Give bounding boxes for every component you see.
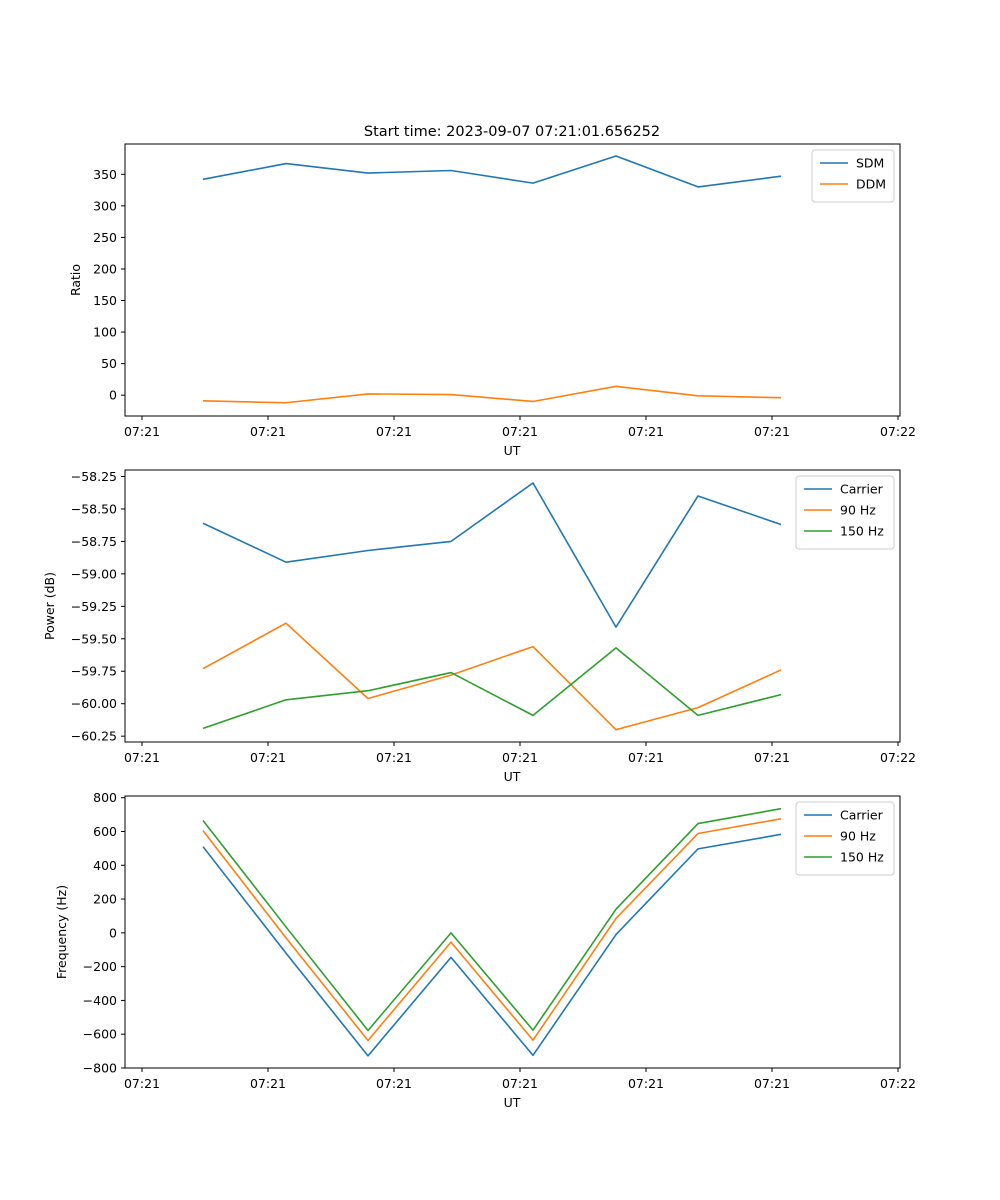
x-tick-label: 07:21	[124, 424, 160, 439]
legend-label: Carrier	[840, 808, 884, 823]
x-tick-label: 07:21	[250, 750, 286, 765]
y-tick-label: −58.75	[71, 534, 117, 549]
legend-label: DDM	[856, 177, 886, 192]
chart-panel-3: 07:21 07:21 07:21 07:21 07:21 07:21 07:22 −800 −…	[54, 790, 916, 1110]
y-tick-label: 350	[93, 167, 117, 182]
y-tick-label: −58.50	[71, 501, 117, 516]
x-tick-label: 07:21	[124, 1076, 160, 1091]
x-tick-label: 07:21	[376, 750, 412, 765]
legend-label: 150 Hz	[840, 524, 884, 539]
y-tick-label: −58.25	[71, 469, 117, 484]
axes-frame	[124, 795, 901, 1069]
series-line-ddm	[202, 385, 782, 404]
x-tick-label: 07:22	[880, 424, 916, 439]
legend: Carrier 90 Hz 150 Hz	[795, 475, 895, 550]
x-tick-label: 07:21	[628, 750, 664, 765]
series-line-90-hz	[202, 818, 782, 1042]
x-axis-label: UT	[504, 769, 521, 784]
y-tick-label: 100	[93, 325, 117, 340]
x-tick-label: 07:21	[754, 424, 790, 439]
series-line-150-hz	[202, 647, 782, 730]
series-line-150-hz	[202, 807, 782, 1032]
y-tick-label: 50	[101, 356, 117, 371]
y-tick-label: 600	[93, 824, 117, 839]
y-tick-label: 0	[109, 388, 117, 403]
y-tick-label: −59.50	[71, 631, 117, 646]
y-tick-label: 200	[93, 261, 117, 276]
legend-label: Carrier	[840, 482, 884, 497]
series-line-carrier	[202, 482, 782, 628]
y-tick-label: 150	[93, 293, 117, 308]
x-tick-label: 07:21	[628, 1076, 664, 1091]
chart-panel-2: 07:21 07:21 07:21 07:21 07:21 07:21 07:22 −60.2…	[42, 469, 916, 784]
x-axis-label: UT	[504, 1095, 521, 1110]
y-axis-label: Power (dB)	[42, 572, 57, 640]
x-tick-label: 07:21	[124, 750, 160, 765]
x-tick-label: 07:21	[502, 424, 538, 439]
x-tick-label: 07:22	[880, 1076, 916, 1091]
legend-label: SDM	[856, 156, 884, 171]
x-tick-label: 07:21	[502, 1076, 538, 1091]
x-tick-label: 07:21	[250, 424, 286, 439]
y-tick-label: −200	[83, 959, 117, 974]
y-axis-label: Frequency (Hz)	[54, 885, 69, 979]
y-tick-label: −59.25	[71, 599, 117, 614]
legend: SDM DDM	[811, 149, 895, 203]
legend: Carrier 90 Hz 150 Hz	[795, 801, 895, 876]
y-tick-label: 300	[93, 198, 117, 213]
y-axis-label: Ratio	[68, 264, 83, 296]
axes-frame	[124, 143, 901, 417]
y-tick-label: −59.00	[71, 566, 117, 581]
legend-label: 90 Hz	[840, 503, 876, 518]
series-line-carrier	[202, 833, 782, 1057]
y-tick-label: 800	[93, 790, 117, 805]
x-tick-label: 07:21	[628, 424, 664, 439]
y-tick-label: −800	[83, 1061, 117, 1076]
chart-panel-1: 07:21 07:21 07:21 07:21 07:21 07:21 07:22 0 50 10…	[68, 143, 916, 458]
x-tick-label: 07:21	[502, 750, 538, 765]
x-tick-label: 07:21	[376, 424, 412, 439]
x-tick-label: 07:21	[250, 1076, 286, 1091]
x-axis-label: UT	[504, 443, 521, 458]
x-tick-label: 07:21	[754, 1076, 790, 1091]
series-line-sdm	[202, 155, 782, 188]
figure-title: Start time: 2023-09-07 07:21:01.656252	[364, 124, 660, 140]
y-tick-label: 400	[93, 858, 117, 873]
y-tick-label: −400	[83, 993, 117, 1008]
x-tick-label: 07:21	[376, 1076, 412, 1091]
x-tick-label: 07:21	[754, 750, 790, 765]
panels: 07:21 07:21 07:21 07:21 07:21 07:21 07:22 0 50 10…	[42, 143, 916, 1110]
y-tick-label: −600	[83, 1027, 117, 1042]
y-tick-label: −60.00	[71, 696, 117, 711]
legend-label: 150 Hz	[840, 850, 884, 865]
y-tick-label: −60.25	[71, 729, 117, 744]
legend-label: 90 Hz	[840, 829, 876, 844]
x-tick-label: 07:22	[880, 750, 916, 765]
y-tick-label: 200	[93, 892, 117, 907]
y-tick-label: 250	[93, 230, 117, 245]
y-tick-label: −59.75	[71, 664, 117, 679]
series-line-90-hz	[202, 622, 782, 731]
y-tick-label: 0	[109, 925, 117, 940]
